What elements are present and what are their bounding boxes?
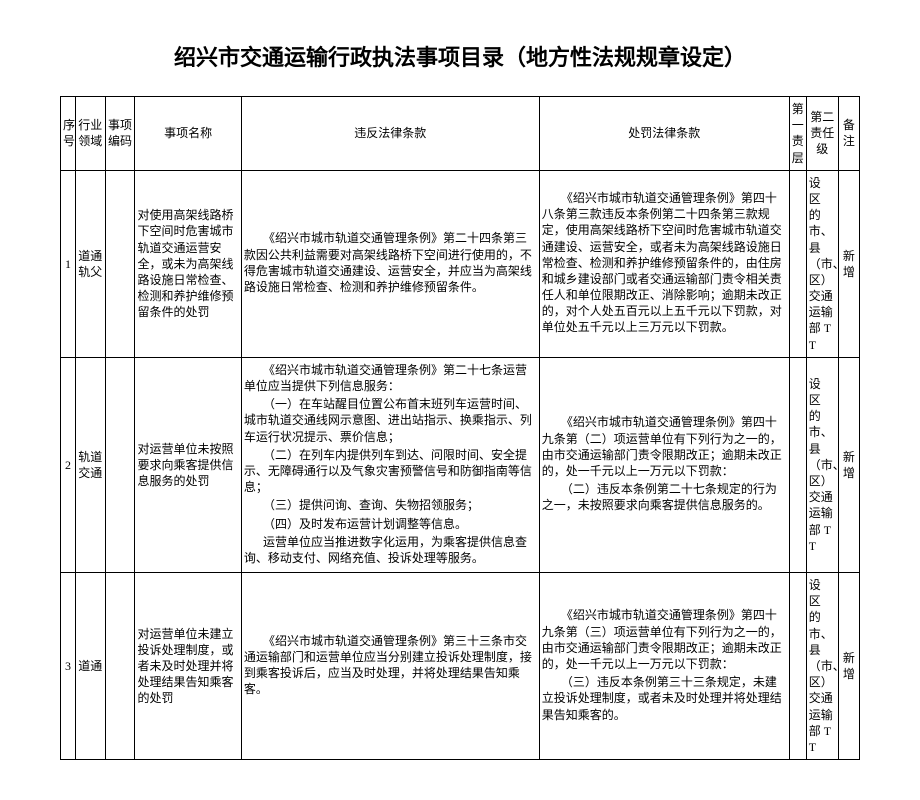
col-law1: 违反法律条款 [241,97,539,171]
cell-name: 对使用高架线路桥下空间时危害城市轨道交通运营安全，或未为高架线路设施日常检查、检… [135,170,241,357]
law2-line: （三）违反本条例第三十三条规定，未建立投诉处理制度，或者未及时处理并将处理结果告… [542,674,787,723]
cell-name: 对运营单位未按照要求向乘客提供信息服务的处罚 [135,357,241,572]
cell-seq: 2 [61,357,76,572]
law1-text: 《绍兴市城市轨道交通管理条例》第二十四条第三款因公共利益需要对高架线路桥下空间进… [244,230,537,295]
cell-code [105,357,135,572]
cell-seq: 3 [61,573,76,760]
col-lvl2: 第二责任级 [806,97,838,171]
cell-field: 道通 [75,573,105,760]
law2-line: 《绍兴市城市轨道交通管理条例》第四十九条第（三）项运营单位有下列行为之一的，由市… [542,607,787,672]
cell-name: 对运营单位未建立投诉处理制度，或者未及时处理并将处理结果告知乘客的处罚 [135,573,241,760]
cell-lvl1 [789,170,806,357]
cell-law1: 《绍兴市城市轨道交通管理条例》第二十七条运营单位应当提供下列信息服务： （一）在… [241,357,539,572]
catalog-table: 序号 行业领域 事项编码 事项名称 违反法律条款 处罚法律条款 第一责层 第二责… [60,96,860,760]
law1-line: 《绍兴市城市轨道交通管理条例》第二十七条运营单位应当提供下列信息服务： [244,362,537,394]
table-row: 2 轨道交通 对运营单位未按照要求向乘客提供信息服务的处罚 《绍兴市城市轨道交通… [61,357,860,572]
law1-line: （二）在列车内提供列车到达、问限时间、安全提示、无障碍通行以及气象灾害预警信号和… [244,447,537,496]
cell-law1: 《绍兴市城市轨道交通管理条例》第三十三条市交通运输部门和运营单位应当分别建立投诉… [241,573,539,760]
col-lvl1: 第一责层 [789,97,806,171]
cell-lvl1 [789,573,806,760]
col-name: 事项名称 [135,97,241,171]
cell-field: 轨道交通 [75,357,105,572]
table-row: 3 道通 对运营单位未建立投诉处理制度，或者未及时处理并将处理结果告知乘客的处罚… [61,573,860,760]
page-title: 绍兴市交通运输行政执法事项目录（地方性法规规章设定） [60,40,860,72]
cell-law1: 《绍兴市城市轨道交通管理条例》第二十四条第三款因公共利益需要对高架线路桥下空间进… [241,170,539,357]
cell-code [105,573,135,760]
cell-field: 道通轨父 [75,170,105,357]
cell-seq: 1 [61,170,76,357]
cell-law2: 《绍兴市城市轨道交通管理条例》第四十八条第三款违反本条例第二十四条第三款规定，使… [539,170,789,357]
law1-line: （四）及时发布运营计划调整等信息。 [244,516,537,532]
table-row: 1 道通轨父 对使用高架线路桥下空间时危害城市轨道交通运营安全，或未为高架线路设… [61,170,860,357]
cell-note: 新增 [838,573,859,760]
col-seq: 序号 [61,97,76,171]
law1-text: 《绍兴市城市轨道交通管理条例》第三十三条市交通运输部门和运营单位应当分别建立投诉… [244,633,537,698]
cell-law2: 《绍兴市城市轨道交通管理条例》第四十九条第（二）项运营单位有下列行为之一的，由市… [539,357,789,572]
document-page: 绍兴市交通运输行政执法事项目录（地方性法规规章设定） 序号 行业领域 事项编码 … [60,40,860,760]
col-field: 行业领域 [75,97,105,171]
col-note: 备注 [838,97,859,171]
law1-line: 运营单位应当推进数字化运用，为乘客提供信息查询、移动支付、网络充值、投诉处理等服… [244,534,537,566]
law2-line: 《绍兴市城市轨道交通管理条例》第四十九条第（二）项运营单位有下列行为之一的，由市… [542,414,787,479]
col-law2: 处罚法律条款 [539,97,789,171]
cell-lvl2: 设 区 的市、县（市、区）交通运输部 TT [806,170,838,357]
law1-line: （一）在车站醒目位置公布首末班列车运营时间、城市轨道交通线网示意图、进出站指示、… [244,396,537,445]
cell-lvl2: 设 区 的市、县（市、区）交通运输部 TT [806,357,838,572]
cell-code [105,170,135,357]
cell-lvl2: 设 区 的市、县（市、区）交通运输部 TT [806,573,838,760]
cell-lvl1 [789,357,806,572]
law2-line: （二）违反本条例第二十七条规定的行为之一，未按照要求向乘客提供信息服务的。 [542,481,787,513]
law1-line: （三）提供问询、查询、失物招领服务； [244,497,537,513]
law2-text: 《绍兴市城市轨道交通管理条例》第四十八条第三款违反本条例第二十四条第三款规定，使… [542,190,787,336]
col-code: 事项编码 [105,97,135,171]
cell-law2: 《绍兴市城市轨道交通管理条例》第四十九条第（三）项运营单位有下列行为之一的，由市… [539,573,789,760]
table-header-row: 序号 行业领域 事项编码 事项名称 违反法律条款 处罚法律条款 第一责层 第二责… [61,97,860,171]
